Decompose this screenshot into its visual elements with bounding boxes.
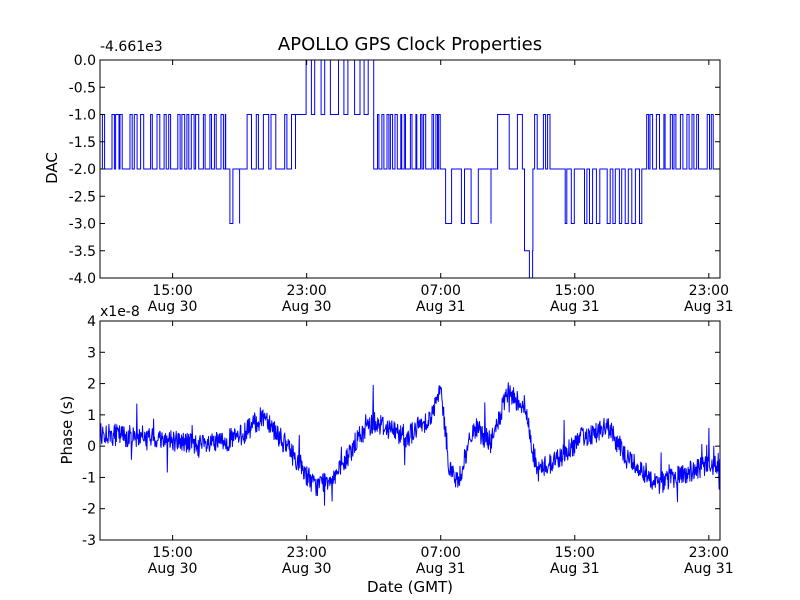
- y-tick-label: 4: [87, 314, 96, 330]
- dac-plot-frame: [99, 59, 721, 279]
- y-tick-label: -1.0: [69, 108, 96, 124]
- figure-title: APOLLO GPS Clock Properties: [278, 34, 542, 55]
- x-tick-date-label: Aug 31: [684, 561, 734, 577]
- x-tick-date-label: Aug 31: [416, 561, 466, 577]
- phase-x-axis-label: Date (GMT): [367, 578, 453, 596]
- dac-y-ticks: 0.0 -0.5 -1.0 -1.5 -2.0 -2.5 -3.0 -3.5 -4.0: [69, 53, 720, 287]
- x-tick-time-label: 23:00: [689, 283, 729, 299]
- x-tick-date-label: Aug 30: [282, 561, 332, 577]
- y-tick-label: 2: [87, 377, 96, 393]
- x-tick-time-label: 15:00: [555, 545, 595, 561]
- phase-y-ticks: 4 3 2 1 0 -1 -2 -3: [82, 314, 720, 549]
- y-tick-label: -2.5: [69, 189, 96, 205]
- y-tick-label: -2: [82, 502, 96, 518]
- phase-series-line: [99, 382, 721, 506]
- x-tick-date-label: Aug 30: [148, 299, 198, 315]
- dac-plot: -4.661e3 DAC 0.0 -0.5 -1.0 -1.5 -2.0 -2.5 -3.0…: [43, 39, 734, 315]
- x-tick-date-label: Aug 30: [282, 299, 332, 315]
- y-tick-label: 3: [87, 345, 96, 361]
- phase-plot-frame: [99, 320, 721, 541]
- y-tick-label: -3: [82, 533, 96, 549]
- y-tick-label: 0: [87, 439, 96, 455]
- x-tick-date-label: Aug 31: [416, 299, 466, 315]
- y-tick-label: -3.0: [69, 217, 96, 233]
- x-tick-time-label: 23:00: [286, 283, 326, 299]
- y-tick-label: -3.5: [69, 244, 96, 260]
- x-tick-date-label: Aug 30: [148, 561, 198, 577]
- x-tick-time-label: 23:00: [689, 545, 729, 561]
- phase-offset-text: x1e-8: [100, 304, 140, 320]
- x-tick-time-label: 23:00: [286, 545, 326, 561]
- y-tick-label: -4.0: [69, 271, 96, 287]
- x-tick-date-label: Aug 31: [550, 299, 600, 315]
- x-tick-date-label: Aug 31: [684, 299, 734, 315]
- y-tick-label: -1: [82, 470, 96, 486]
- dac-y-axis-label: DAC: [43, 152, 61, 184]
- x-tick-time-label: 07:00: [421, 545, 461, 561]
- x-tick-date-label: Aug 31: [550, 561, 600, 577]
- x-tick-time-label: 15:00: [152, 545, 192, 561]
- x-tick-time-label: 15:00: [555, 283, 595, 299]
- y-tick-label: -0.5: [69, 80, 96, 96]
- y-tick-label: -1.5: [69, 135, 96, 151]
- dac-offset-text: -4.661e3: [100, 39, 163, 55]
- x-tick-time-label: 07:00: [421, 283, 461, 299]
- y-tick-label: 0.0: [74, 53, 96, 69]
- x-tick-time-label: 15:00: [152, 283, 192, 299]
- y-tick-label: 1: [87, 408, 96, 424]
- phase-y-axis-label: Phase (s): [58, 395, 76, 464]
- dac-series-line: [100, 59, 720, 279]
- y-tick-label: -2.0: [69, 162, 96, 178]
